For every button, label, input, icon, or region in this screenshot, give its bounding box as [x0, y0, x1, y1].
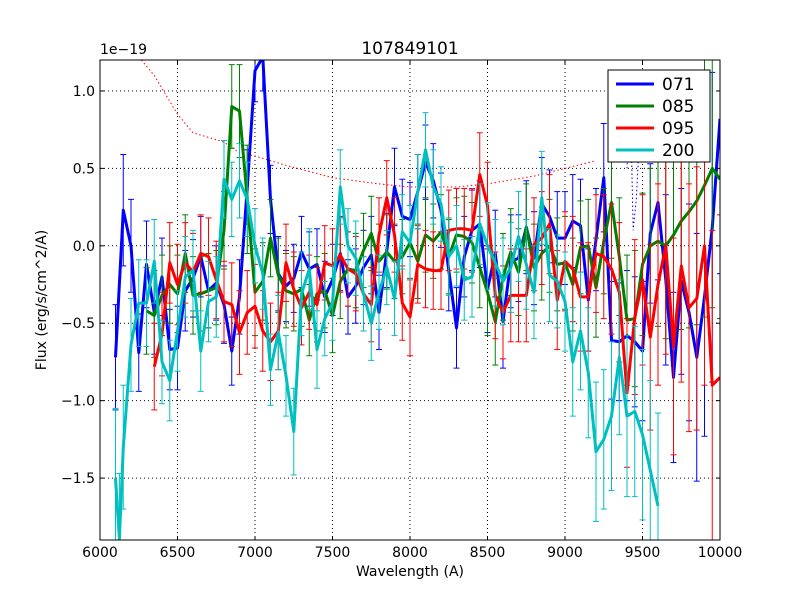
y-offset-label: 1e−19: [100, 42, 147, 58]
legend-label-085: 085: [662, 97, 694, 117]
y-axis-label: Flux (erg/s/cm^2/A): [34, 230, 50, 370]
y-tick-label: 1.0: [73, 84, 95, 100]
x-tick-label: 9000: [547, 545, 583, 561]
y-tick-label: −1.0: [61, 394, 95, 410]
y-tick-label: −0.5: [61, 316, 95, 332]
reference-line-1: [140, 60, 597, 188]
x-tick-label: 6500: [160, 545, 196, 561]
series-layer: [112, 60, 720, 540]
x-axis-label: Wavelength (A): [356, 564, 464, 580]
series-line-200: [114, 148, 660, 540]
x-tick-label: 8500: [470, 545, 506, 561]
legend-label-095: 095: [662, 119, 694, 139]
x-tick-label: 9500: [625, 545, 661, 561]
reference-line-2: [626, 90, 640, 231]
y-tick-label: −1.5: [61, 471, 95, 487]
y-tick-label: 0.0: [73, 239, 95, 255]
x-tick-label: 7000: [237, 545, 273, 561]
x-tick-label: 6000: [82, 545, 118, 561]
reference-lines: [140, 60, 640, 231]
ticks: 6000 6500 7000 7500 8000 8500 9000 9500 10000 −1.…: [61, 60, 742, 561]
legend-label-071: 071: [662, 75, 694, 95]
series-200: [112, 112, 661, 540]
series-line-095: [152, 173, 720, 395]
x-tick-label: 10000: [698, 545, 743, 561]
chart-title: 107849101: [361, 39, 458, 59]
x-tick-label: 7500: [315, 545, 351, 561]
y-tick-label: 0.5: [73, 161, 95, 177]
x-tick-label: 8000: [392, 545, 428, 561]
legend-label-200: 200: [662, 141, 694, 161]
